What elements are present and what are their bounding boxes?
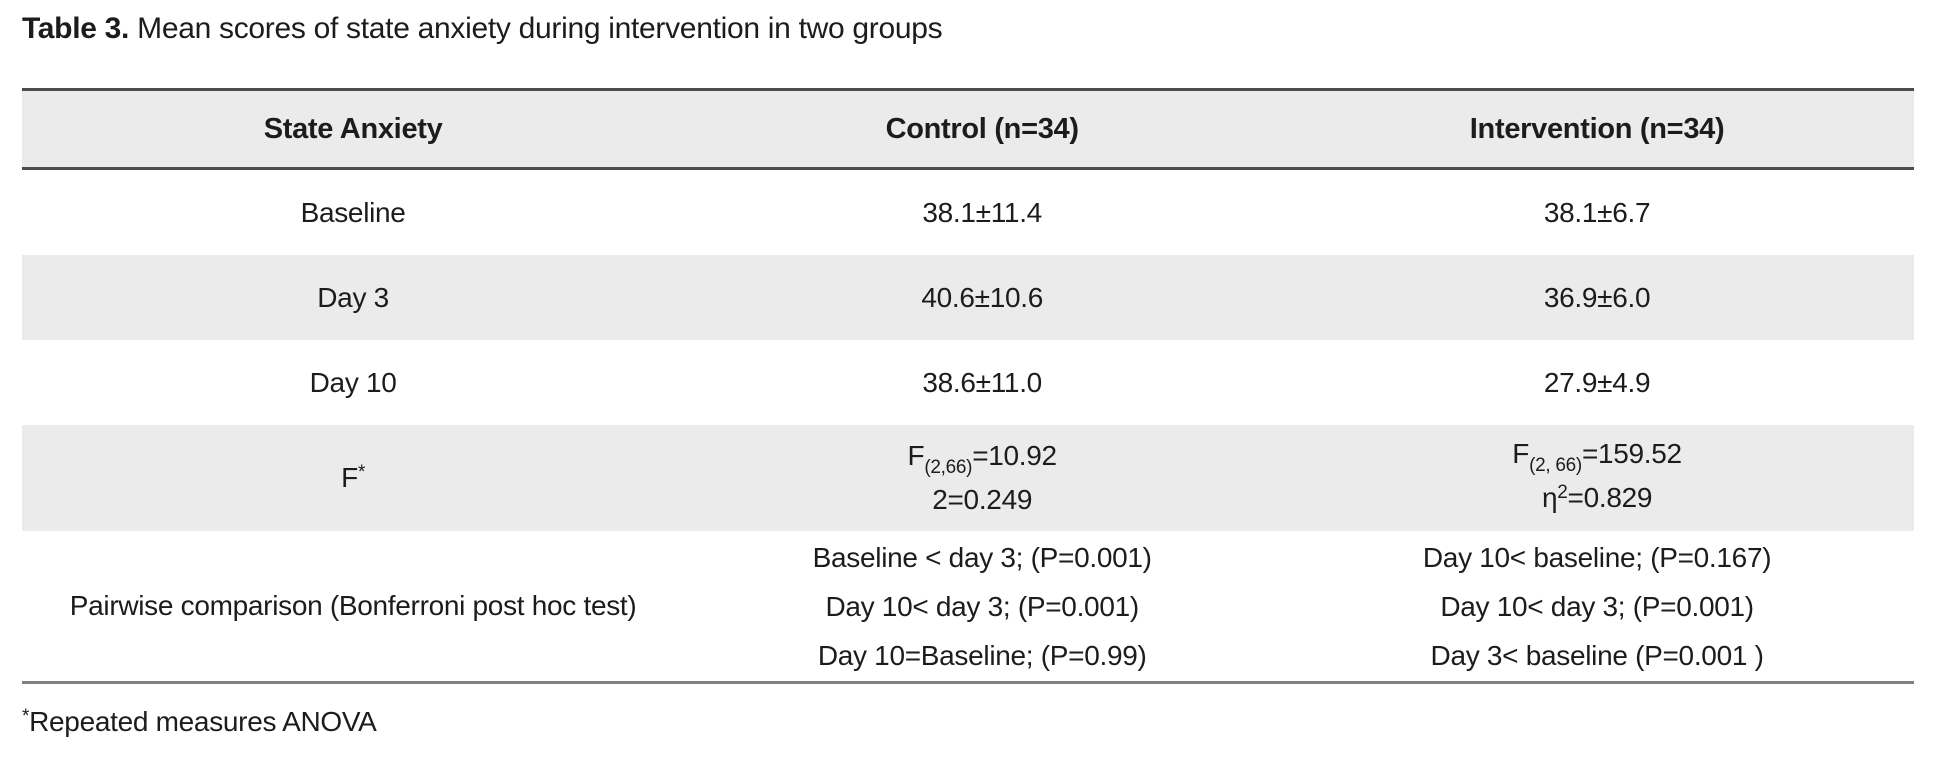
pairwise-intervention-line-2: Day 10< day 3; (P=0.001) xyxy=(1440,590,1754,622)
pairwise-intervention-line-3: Day 3< baseline (P=0.001 ) xyxy=(1430,639,1764,671)
eta-value: =0.829 xyxy=(1567,482,1653,513)
column-header-control: Control (n=34) xyxy=(885,112,1079,145)
f-label: F xyxy=(341,462,358,493)
f-control-cell: F(2,66)=10.92 2=0.249 xyxy=(684,425,1280,531)
row-label-f: F* xyxy=(22,425,684,531)
table-row-baseline: Baseline 38.1±11.4 38.1±6.7 xyxy=(22,168,1914,255)
day3-control-value: 40.6±10.6 xyxy=(921,281,1043,313)
f-intervention-symbol: F xyxy=(1512,438,1530,469)
column-header-intervention: Intervention (n=34) xyxy=(1469,112,1725,145)
day3-intervention-value: 36.9±6.0 xyxy=(1543,281,1651,313)
eta-exponent: 2 xyxy=(1557,482,1568,504)
f-intervention-value: =159.52 xyxy=(1581,438,1682,469)
column-header-state-anxiety: State Anxiety xyxy=(263,112,443,145)
day10-intervention-value: 27.9±4.9 xyxy=(1543,366,1651,398)
f-control-value: =10.92 xyxy=(972,440,1057,471)
pairwise-control-line-2: Day 10< day 3; (P=0.001) xyxy=(825,590,1139,622)
pairwise-control-cell: Baseline < day 3; (P=0.001) Day 10< day … xyxy=(684,531,1280,683)
table-caption: Table 3. Mean scores of state anxiety du… xyxy=(22,12,943,46)
table-row-day10: Day 10 38.6±11.0 27.9±4.9 xyxy=(22,340,1914,425)
row-label-day3: Day 3 xyxy=(317,281,389,313)
pairwise-intervention-cell: Day 10< baseline; (P=0.167) Day 10< day … xyxy=(1280,531,1914,683)
footnote-asterisk: * xyxy=(22,705,30,727)
table-caption-number: Table 3. xyxy=(22,12,130,45)
baseline-intervention-value: 38.1±6.7 xyxy=(1543,196,1651,228)
pairwise-intervention-line-1: Day 10< baseline; (P=0.167) xyxy=(1422,541,1772,573)
table-row-f-statistic: F* F(2,66)=10.92 2=0.249 F(2, 66)=159.52… xyxy=(22,425,1914,531)
day10-control-value: 38.6±11.0 xyxy=(922,366,1042,398)
eta-symbol: η xyxy=(1541,482,1558,513)
table-row-day3: Day 3 40.6±10.6 36.9±6.0 xyxy=(22,255,1914,340)
baseline-control-value: 38.1±11.4 xyxy=(922,196,1042,228)
f-control-eta-squared: 2=0.249 xyxy=(932,484,1033,515)
f-intervention-df-subscript: (2, 66) xyxy=(1529,454,1582,476)
footnote-text: Repeated measures ANOVA xyxy=(29,706,377,737)
f-intervention-statistic: F(2, 66)=159.52 xyxy=(1280,434,1914,478)
f-control-statistic: F(2,66)=10.92 xyxy=(684,436,1280,480)
f-control-symbol: F xyxy=(907,440,925,471)
row-label-pairwise: Pairwise comparison (Bonferroni post hoc… xyxy=(69,590,637,621)
f-label-asterisk: * xyxy=(357,462,366,484)
f-control-df-subscript: (2,66) xyxy=(924,456,973,478)
anova-results-table: State Anxiety Control (n=34) Interventio… xyxy=(22,88,1914,684)
table-footnote: *Repeated measures ANOVA xyxy=(22,706,377,738)
f-intervention-eta-squared: η2=0.829 xyxy=(1280,478,1914,522)
pairwise-control-line-3: Day 10=Baseline; (P=0.99) xyxy=(817,639,1147,671)
f-intervention-cell: F(2, 66)=159.52 η2=0.829 xyxy=(1280,425,1914,531)
table-header-row: State Anxiety Control (n=34) Interventio… xyxy=(22,89,1914,169)
row-label-baseline: Baseline xyxy=(300,196,406,228)
table-caption-text: Mean scores of state anxiety during inte… xyxy=(129,12,943,45)
row-label-day10: Day 10 xyxy=(309,366,397,398)
table-row-pairwise: Pairwise comparison (Bonferroni post hoc… xyxy=(22,531,1914,683)
pairwise-control-line-1: Baseline < day 3; (P=0.001) xyxy=(812,541,1152,573)
